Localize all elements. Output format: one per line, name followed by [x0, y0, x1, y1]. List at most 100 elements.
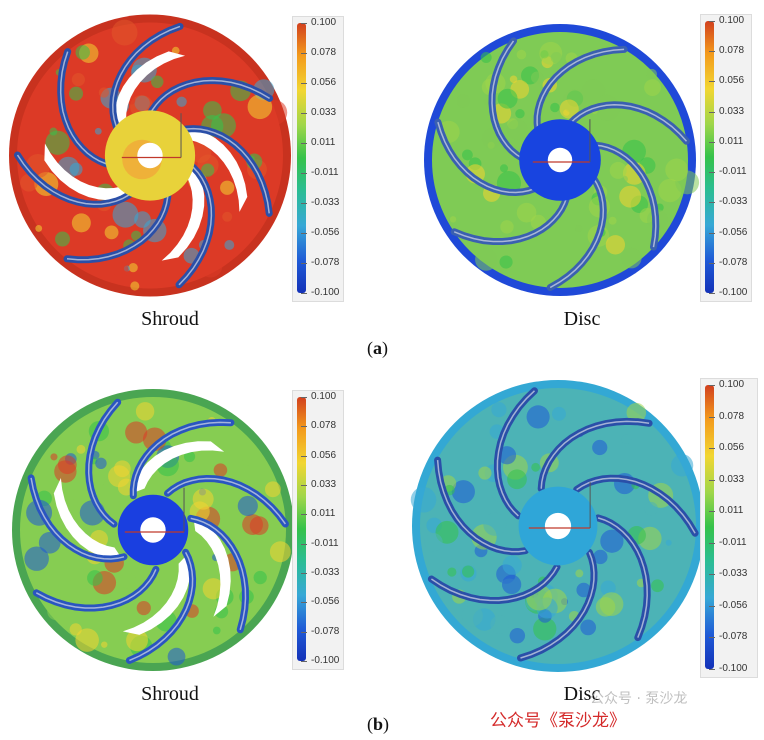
colorbar-tick-label: -0.100	[311, 288, 339, 298]
shroud-contour-b	[8, 385, 298, 675]
contour-patch	[644, 79, 661, 96]
contour-patch	[550, 103, 559, 112]
contour-patch	[129, 263, 138, 272]
contour-patch	[481, 52, 492, 63]
contour-patch	[87, 570, 103, 586]
contour-patch	[531, 463, 540, 472]
contour-patch	[551, 52, 562, 63]
contour-patch	[510, 628, 525, 643]
contour-patch	[176, 97, 186, 107]
colorbar-tick	[301, 173, 307, 174]
contour-patch	[76, 45, 90, 59]
contour-patch	[475, 248, 497, 270]
contour-patch	[72, 213, 91, 232]
colorbar-tick	[301, 573, 307, 574]
colorbar-tick	[301, 23, 307, 24]
subfigure-label-b: (b)	[367, 714, 389, 735]
colorbar-gradient	[705, 385, 714, 669]
colorbar-tick-label: -0.056	[719, 228, 747, 238]
contour-patch	[500, 255, 513, 268]
contour-patch	[491, 402, 506, 417]
colorbar-tick	[301, 397, 307, 398]
colorbar-tick	[709, 574, 715, 575]
colorbar-tick	[709, 263, 715, 264]
colorbar-tick	[301, 203, 307, 204]
colorbar-tick-label: -0.033	[719, 197, 747, 207]
panel-a-disc	[420, 20, 700, 300]
colorbar-tick-label: 0.011	[719, 137, 743, 147]
shroud-contour-a	[5, 8, 295, 303]
colorbar-tick-label: -0.033	[311, 568, 339, 578]
contour-patch	[222, 212, 232, 222]
colorbar-tick	[301, 263, 307, 264]
colorbar-tick	[301, 602, 307, 603]
contour-patch	[224, 240, 234, 250]
contour-patch	[93, 474, 105, 486]
colorbar-tick	[709, 81, 715, 82]
contour-patch	[575, 569, 583, 577]
colorbar-tick	[301, 113, 307, 114]
contour-patch	[490, 615, 509, 634]
colorbar-tick-label: -0.078	[311, 627, 339, 637]
contour-patch	[136, 402, 154, 420]
contour-patch	[214, 463, 228, 477]
colorbar-tick	[301, 485, 307, 486]
colorbar-tick	[301, 632, 307, 633]
contour-patch	[478, 466, 491, 479]
contour-patch	[120, 572, 136, 588]
colorbar-tick-label: 0.011	[719, 506, 743, 516]
colorbar-tick	[301, 661, 307, 662]
colorbar-tick-label: 0.056	[719, 443, 744, 453]
contour-patch	[254, 571, 267, 584]
colorbar-tick	[301, 143, 307, 144]
contour-patch	[610, 162, 627, 179]
watermark-red: 公众号《泵沙龙》	[490, 706, 626, 731]
contour-patch	[35, 225, 42, 232]
contour-patch	[515, 109, 524, 118]
colorbar-tick	[709, 21, 715, 22]
contour-patch	[265, 481, 281, 497]
colorbar-tick	[709, 172, 715, 173]
contour-patch	[500, 164, 508, 172]
colorbar-tick-label: 0.078	[311, 421, 336, 431]
contour-patch	[113, 202, 139, 228]
colorbar-tick-label: -0.011	[311, 168, 339, 178]
colorbar-tick	[301, 293, 307, 294]
contour-patch	[50, 453, 57, 460]
contour-patch	[99, 87, 109, 97]
contour-patch	[424, 533, 442, 551]
contour-patch	[502, 575, 521, 594]
contour-patch	[517, 50, 527, 60]
contour-patch	[112, 20, 138, 46]
contour-patch	[552, 407, 566, 421]
contour-patch	[220, 181, 234, 195]
contour-patch	[621, 434, 631, 444]
contour-patch	[105, 225, 119, 239]
colorbar-tick	[301, 233, 307, 234]
contour-patch	[113, 262, 128, 277]
colorbar-tick-label: -0.033	[719, 569, 747, 579]
colorbar-tick-label: 0.100	[311, 18, 336, 28]
colorbar-tick-label: 0.033	[719, 107, 744, 117]
contour-patch	[101, 641, 107, 647]
contour-patch	[72, 487, 87, 502]
contour-patch	[70, 163, 83, 176]
contour-patch	[527, 405, 550, 428]
colorbar-gradient	[705, 21, 714, 293]
colorbar-tick-label: -0.078	[719, 258, 747, 268]
contour-patch	[91, 143, 101, 153]
colorbar-tick-label: 0.056	[719, 76, 744, 86]
colorbar-tick	[709, 448, 715, 449]
watermark-ghost: 公众号 · 泵沙龙	[590, 688, 687, 708]
contour-patch	[77, 445, 86, 454]
colorbar-tick-label: 0.100	[719, 380, 744, 390]
contour-patch	[647, 69, 657, 79]
contour-patch	[580, 620, 596, 636]
contour-patch	[507, 119, 528, 140]
panel-a-shroud	[5, 8, 295, 303]
contour-patch	[130, 281, 139, 290]
contour-patch	[75, 628, 99, 652]
colorbar-b-shroud: 0.100 0.078 0.056 0.033 0.011 -0.011 -0.033 -0.…	[292, 390, 344, 670]
contour-patch	[606, 235, 625, 254]
contour-patch	[238, 496, 258, 516]
